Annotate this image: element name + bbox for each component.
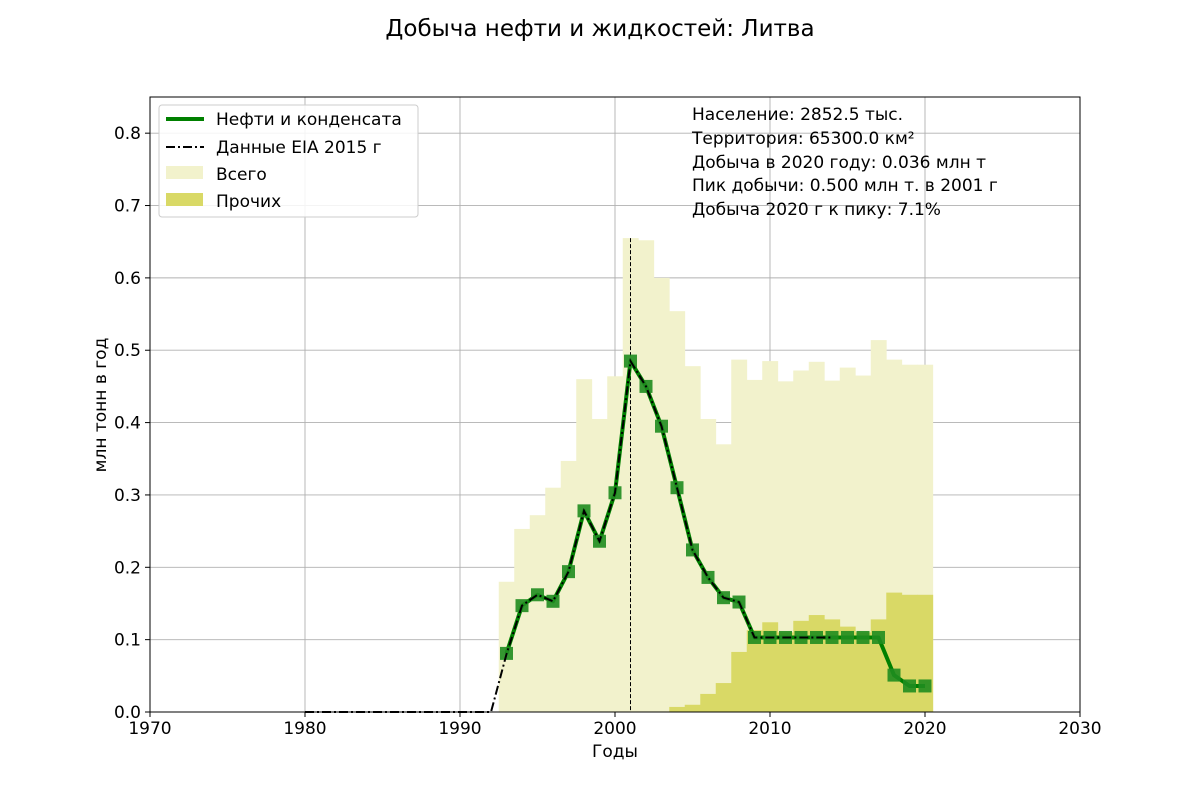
total-bar [591, 418, 608, 712]
x-tick-label: 2020 [903, 719, 946, 739]
annotation-peak: Пик добычи: 0.500 млн т. в 2001 г [692, 176, 998, 196]
legend-swatch-other [166, 193, 203, 206]
legend-label-other: Прочих [216, 192, 281, 212]
total-bar [669, 311, 686, 712]
y-tick-label: 0.3 [114, 486, 141, 506]
total-bar [653, 277, 670, 712]
x-tick-label: 2030 [1058, 719, 1101, 739]
other-bar [777, 632, 794, 712]
info-annotations: Население: 2852.5 тыс. Территория: 65300… [691, 105, 998, 220]
annotation-ratio: Добыча 2020 г к пику: 7.1% [692, 200, 941, 220]
chart-title: Добыча нефти и жидкостей: Литва [385, 16, 814, 42]
other-bar [901, 594, 918, 712]
oil-point [546, 594, 560, 608]
y-tick-label: 0.6 [114, 269, 141, 289]
oil-point [701, 570, 715, 584]
annotation-production-2020: Добыча в 2020 году: 0.036 млн т [692, 153, 986, 173]
oil-point [531, 588, 544, 602]
other-bar [886, 592, 903, 712]
oil-point [918, 679, 932, 693]
legend-frame [158, 104, 419, 218]
total-bar [529, 515, 546, 712]
x-axis-ticks: 1970 1980 1990 2000 2010 2020 2030 [128, 712, 1102, 739]
oil-point [903, 679, 916, 693]
annotation-territory: Территория: 65300.0 км² [691, 129, 915, 149]
total-bar [700, 418, 717, 712]
total-bar [855, 375, 872, 712]
other-bar [684, 704, 701, 712]
total-bar [777, 381, 794, 712]
legend-label-eia: Данные EIA 2015 г [216, 138, 382, 158]
other-bar [731, 651, 748, 712]
total-bar [715, 444, 732, 712]
total-bar [638, 240, 655, 712]
x-tick-label: 2000 [593, 719, 636, 739]
oil-point [887, 668, 901, 682]
annotation-population: Население: 2852.5 тыс. [692, 105, 903, 125]
other-bar [808, 615, 825, 712]
other-bar [669, 706, 686, 712]
other-bar [855, 632, 872, 712]
total-bar [514, 528, 531, 712]
other-bar [762, 622, 779, 712]
x-tick-label: 1990 [438, 719, 481, 739]
x-axis-label: Годы [592, 742, 638, 762]
other-bar [715, 683, 732, 712]
y-tick-label: 0.1 [114, 631, 141, 651]
y-tick-label: 0.8 [114, 124, 141, 144]
oil-point [562, 565, 575, 579]
y-tick-label: 0.4 [114, 414, 141, 434]
x-tick-label: 1980 [283, 719, 326, 739]
other-bars [669, 592, 934, 712]
other-bar [839, 626, 856, 712]
y-axis-label: млн тонн в год [91, 338, 111, 473]
total-bar [731, 359, 748, 712]
total-bar [870, 340, 887, 712]
oil-point [872, 630, 885, 644]
total-bar [839, 367, 856, 712]
total-bar [576, 379, 593, 712]
legend: Нефти и конденсата Данные EIA 2015 г Все… [158, 104, 419, 218]
x-tick-label: 1970 [128, 719, 171, 739]
legend-label-total: Всего [216, 165, 267, 185]
other-bar [917, 594, 934, 712]
y-axis-ticks: 0.0 0.1 0.2 0.3 0.4 0.5 0.6 0.7 0.8 [114, 124, 150, 723]
other-bar [746, 630, 763, 712]
x-tick-label: 2010 [748, 719, 791, 739]
oil-point [841, 630, 854, 644]
y-tick-label: 0.5 [114, 341, 141, 361]
other-bar [700, 693, 717, 712]
oil-point [856, 630, 870, 644]
total-bar [607, 376, 624, 712]
y-tick-label: 0.0 [114, 703, 141, 723]
total-bar [684, 366, 701, 712]
y-tick-label: 0.2 [114, 558, 141, 578]
y-tick-label: 0.7 [114, 197, 141, 217]
legend-swatch-total [166, 166, 203, 179]
total-bar [560, 460, 577, 712]
legend-label-oil: Нефти и конденсата [216, 110, 402, 130]
oil-point [825, 630, 839, 644]
